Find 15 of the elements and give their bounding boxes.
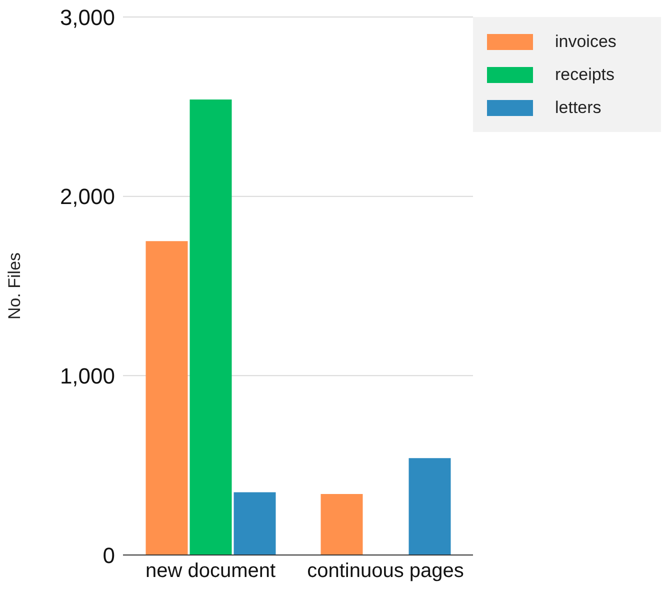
legend-label: letters <box>554 96 602 118</box>
y-tick-label: 2,000 <box>60 184 115 210</box>
y-axis-title: No. Files <box>5 252 24 320</box>
bar <box>234 492 276 555</box>
bar <box>190 99 232 555</box>
y-tick-label: 1,000 <box>60 363 115 388</box>
x-tick-label: continuous pages <box>307 560 464 582</box>
bar <box>320 494 363 555</box>
y-tick-label: 3,000 <box>60 4 115 30</box>
bar <box>408 458 451 555</box>
x-tick-label: new document <box>145 560 276 582</box>
legend-label: receipts <box>554 64 616 86</box>
bar <box>146 241 188 555</box>
legend-label: invoices <box>554 30 618 52</box>
y-tick-label: 0 <box>102 542 115 568</box>
